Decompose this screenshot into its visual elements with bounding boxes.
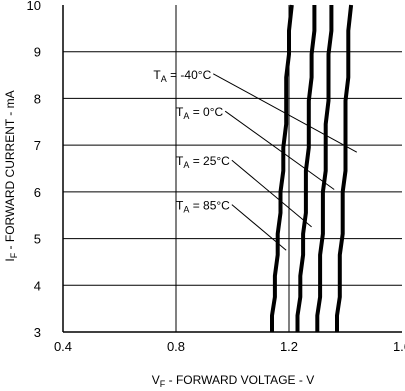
x-axis-label-sub: F — [160, 379, 166, 389]
y-tick-label-7: 7 — [34, 138, 41, 153]
y-axis-label-main: I — [3, 258, 17, 261]
series-line-t-a-85-c — [270, 4, 294, 332]
series-label-t-a-25-c: TA = 25°C — [176, 154, 230, 170]
y-axis-label-sub: F — [9, 252, 19, 258]
x-axis-label: VF - FORWARD VOLTAGE - V — [152, 373, 314, 389]
y-tick-label-8: 8 — [34, 91, 41, 106]
series-curves — [270, 4, 354, 332]
series-line-t-a-40-c — [335, 4, 354, 332]
series-line-t-a-25-c — [295, 5, 317, 332]
series-label-t-a-40-c: TA = -40°C — [153, 68, 211, 84]
grid — [63, 5, 402, 332]
y-tick-label-9: 9 — [34, 45, 41, 60]
series-label-t-a-0-c: TA = 0°C — [176, 105, 224, 121]
series-line-t-a-0-c — [315, 5, 334, 332]
x-tick-label-0-4: 0.4 — [54, 339, 72, 354]
y-tick-label-3: 3 — [34, 325, 41, 340]
leader-line-t-a-0-c — [224, 110, 335, 190]
tick-labels: 0.4 0.8 1.2 1.6 3 4 5 6 7 8 9 10 — [27, 0, 405, 354]
plot-frame — [62, 5, 402, 333]
y-axis-label: IF - FORWARD CURRENT - mA — [3, 90, 19, 261]
x-axis-label-rest: - FORWARD VOLTAGE - V — [165, 373, 314, 387]
x-tick-label-1-2: 1.2 — [280, 339, 298, 354]
series-label-t-a-85-c: TA = 85°C — [176, 199, 230, 215]
y-axis-label-rest: - FORWARD CURRENT - mA — [3, 90, 17, 252]
y-tick-label-4: 4 — [34, 278, 41, 293]
y-tick-label-10: 10 — [27, 0, 41, 13]
y-tick-label-6: 6 — [34, 185, 41, 200]
x-axis-label-main: V — [152, 373, 160, 387]
y-tick-label-5: 5 — [34, 232, 41, 247]
series-labels: TA = -40°C TA = 0°C TA = 25°C TA = 85°C — [153, 68, 230, 215]
leader-line-t-a-25-c — [231, 159, 312, 228]
x-tick-label-1-6: 1.6 — [393, 339, 405, 354]
x-tick-label-0-8: 0.8 — [167, 339, 185, 354]
